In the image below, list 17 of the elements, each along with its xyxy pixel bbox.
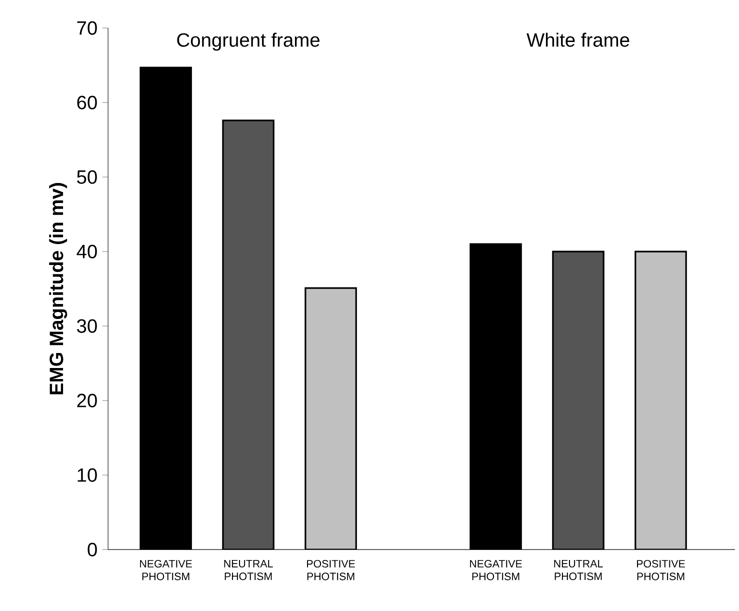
- x-tick-label: NEUTRAL PHOTISM: [554, 560, 603, 580]
- x-tick-label: POSITIVE PHOTISM: [307, 560, 355, 580]
- x-tick-label: NEGATIVE PHOTISM: [140, 560, 192, 580]
- annotation: White frame: [526, 32, 630, 47]
- x-tick-label: POSITIVE PHOTISM: [637, 560, 685, 580]
- x-tick-label: NEUTRAL PHOTISM: [224, 560, 273, 580]
- y-axis-title: EMG Magnitude (in mv): [49, 183, 68, 394]
- y-tick-label: 10: [78, 468, 97, 482]
- annotation: Congruent frame: [177, 32, 320, 51]
- y-tick-label: 30: [77, 319, 97, 333]
- y-tick-label: 60: [77, 96, 97, 110]
- y-tick-label: 50: [77, 170, 97, 184]
- y-tick-label: 0: [88, 542, 97, 556]
- y-tick-label: 70: [77, 21, 97, 35]
- y-tick-label: 40: [76, 244, 97, 258]
- x-tick-label: NEGATIVE PHOTISM: [470, 560, 522, 580]
- y-tick-label: 20: [77, 394, 97, 408]
